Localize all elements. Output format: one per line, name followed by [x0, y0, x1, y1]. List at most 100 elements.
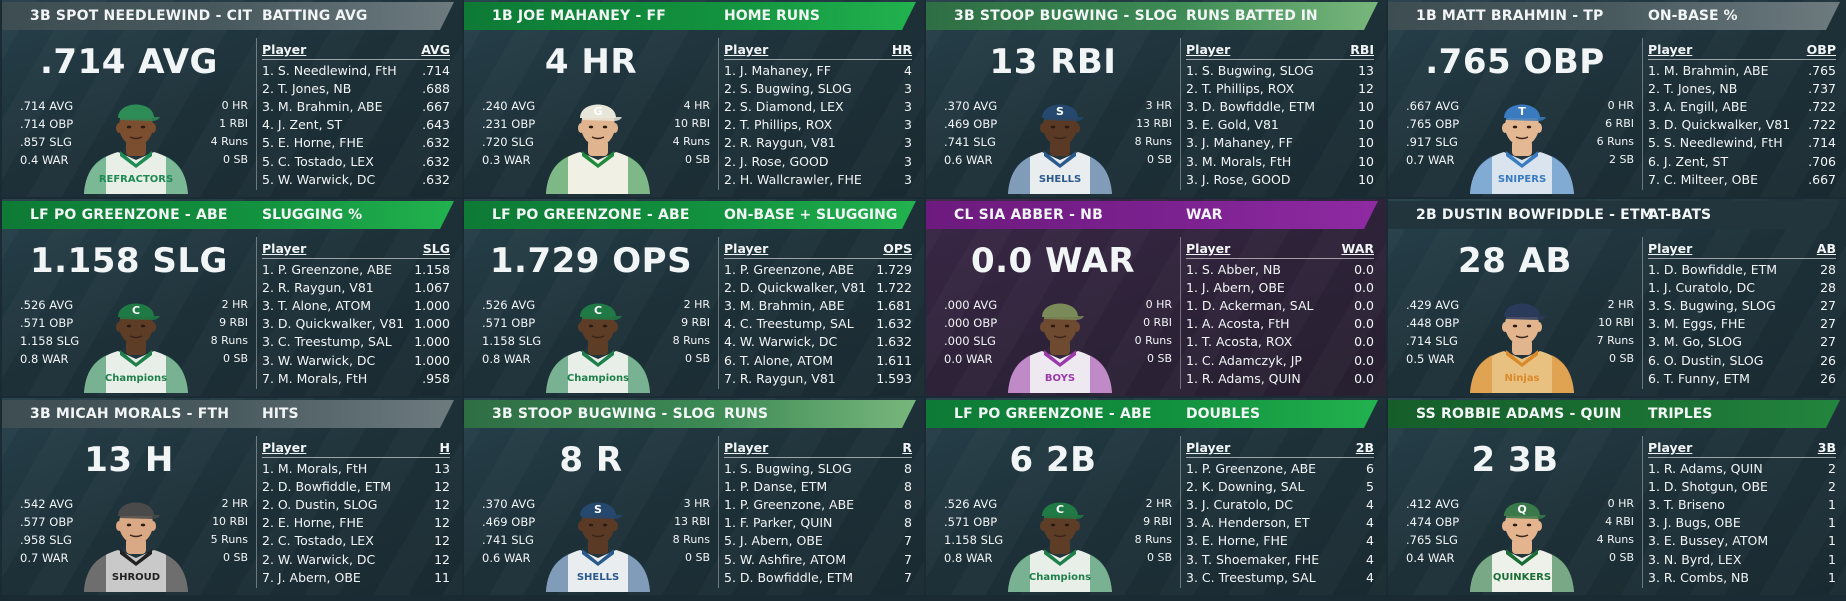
player-column-header[interactable]: Player — [262, 42, 307, 57]
leaderboard-row[interactable]: 2. D. Bowfiddle, ETM 12 — [262, 478, 450, 496]
leaderboard-row[interactable]: 4. W. Warwick, DC 1.632 — [724, 333, 912, 351]
player-column-header[interactable]: Player — [724, 42, 769, 57]
leader-card[interactable]: 3B STOOP BUGWING - SLOG RUNS BATTED IN 13 … — [926, 0, 1386, 197]
leaderboard-row[interactable]: 7. C. Milteer, OBE .667 — [1648, 171, 1836, 189]
leaderboard-row[interactable]: 1. P. Danse, ETM 8 — [724, 478, 912, 496]
leaderboard-row[interactable]: 1. P. Greenzone, ABE 6 — [1186, 460, 1374, 478]
leaderboard-row[interactable]: 3. N. Byrd, LEX 1 — [1648, 551, 1836, 569]
stat-column-header[interactable]: OBP — [1806, 42, 1836, 57]
leaderboard-row[interactable]: 7. M. Morals, FtH .958 — [262, 370, 450, 388]
leaderboard-row[interactable]: 1. P. Greenzone, ABE 1.729 — [724, 261, 912, 279]
leader-card[interactable]: LF PO GREENZONE - ABE SLUGGING % 1.158 SLG… — [2, 199, 462, 396]
leaderboard-row[interactable]: 3. E. Horne, FHE 4 — [1186, 532, 1374, 550]
leaderboard-row[interactable]: 3. T. Briseno 1 — [1648, 496, 1836, 514]
leaderboard-row[interactable]: 1. R. Adams, QUIN 2 — [1648, 460, 1836, 478]
player-column-header[interactable]: Player — [724, 440, 769, 455]
leaderboard-row[interactable]: 5. C. Tostado, LEX .632 — [262, 153, 450, 171]
leaderboard-row[interactable]: 7. R. Raygun, V81 1.593 — [724, 370, 912, 388]
leaderboard-row[interactable]: 1. P. Greenzone, ABE 8 — [724, 496, 912, 514]
leaderboard-row[interactable]: 1. S. Abber, NB 0.0 — [1186, 261, 1374, 279]
leader-card[interactable]: LF PO GREENZONE - ABE ON-BASE + SLUGGING 1… — [464, 199, 924, 396]
leaderboard-row[interactable]: 6. O. Dustin, SLOG 26 — [1648, 352, 1836, 370]
leaderboard-row[interactable]: 2. O. Dustin, SLOG 12 — [262, 496, 450, 514]
leaderboard-row[interactable]: 2. D. Quickwalker, V81 1.722 — [724, 279, 912, 297]
leaderboard-row[interactable]: 2. W. Warwick, DC 12 — [262, 551, 450, 569]
stat-column-header[interactable]: HR — [891, 42, 912, 57]
player-column-header[interactable]: Player — [724, 241, 769, 256]
leaderboard-row[interactable]: 1. D. Ackerman, SAL 0.0 — [1186, 297, 1374, 315]
stat-column-header[interactable]: 2B — [1355, 440, 1374, 455]
leaderboard-row[interactable]: 5. W. Warwick, DC .632 — [262, 171, 450, 189]
leaderboard-row[interactable]: 1. J. Abern, OBE 0.0 — [1186, 279, 1374, 297]
leaderboard-row[interactable]: 2. R. Raygun, V81 3 — [724, 134, 912, 152]
leaderboard-row[interactable]: 2. T. Phillips, ROX 3 — [724, 116, 912, 134]
leaderboard-row[interactable]: 3. W. Warwick, DC 1.000 — [262, 352, 450, 370]
leaderboard-row[interactable]: 1. M. Morals, FtH 13 — [262, 460, 450, 478]
leader-card[interactable]: 3B STOOP BUGWING - SLOG RUNS 8 R S SHELLS .37… — [464, 398, 924, 595]
leaderboard-row[interactable]: 1. J. Mahaney, FF 4 — [724, 62, 912, 80]
leaderboard-row[interactable]: 6. T. Alone, ATOM 1.611 — [724, 352, 912, 370]
leaderboard-row[interactable]: 3. J. Curatolo, DC 4 — [1186, 496, 1374, 514]
leaderboard-row[interactable]: 1. C. Adamczyk, JP 0.0 — [1186, 352, 1374, 370]
leaderboard-row[interactable]: 3. M. Go, SLOG 27 — [1648, 333, 1836, 351]
leaderboard-row[interactable]: 2. C. Tostado, LEX 12 — [262, 532, 450, 550]
leaderboard-row[interactable]: 3. M. Brahmin, ABE .667 — [262, 98, 450, 116]
leaderboard-row[interactable]: 3. T. Alone, ATOM 1.000 — [262, 297, 450, 315]
leaderboard-row[interactable]: 3. S. Bugwing, SLOG 27 — [1648, 297, 1836, 315]
leaderboard-row[interactable]: 7. J. Abern, OBE 11 — [262, 569, 450, 587]
stat-column-header[interactable]: AVG — [421, 42, 450, 57]
leaderboard-row[interactable]: 5. S. Needlewind, FtH .714 — [1648, 134, 1836, 152]
leaderboard-row[interactable]: 2. H. Wallcrawler, FHE 3 — [724, 171, 912, 189]
leaderboard-row[interactable]: 3. J. Rose, GOOD 10 — [1186, 171, 1374, 189]
player-column-header[interactable]: Player — [1186, 42, 1231, 57]
stat-column-header[interactable]: R — [902, 440, 912, 455]
leaderboard-row[interactable]: 1. S. Needlewind, FtH .714 — [262, 62, 450, 80]
player-column-header[interactable]: Player — [1186, 241, 1231, 256]
leaderboard-row[interactable]: 1. S. Bugwing, SLOG 13 — [1186, 62, 1374, 80]
leader-card[interactable]: 2B DUSTIN BOWFIDDLE - ETM AT-BATS 28 AB Nin… — [1388, 199, 1846, 396]
leaderboard-row[interactable]: 5. E. Horne, FHE .632 — [262, 134, 450, 152]
stat-column-header[interactable]: H — [439, 440, 450, 455]
leaderboard-row[interactable]: 6. J. Zent, ST .706 — [1648, 153, 1836, 171]
leaderboard-row[interactable]: 5. W. Ashfire, ATOM 7 — [724, 551, 912, 569]
leaderboard-row[interactable]: 1. S. Bugwing, SLOG 8 — [724, 460, 912, 478]
stat-column-header[interactable]: 3B — [1817, 440, 1836, 455]
leaderboard-row[interactable]: 6. T. Funny, ETM 26 — [1648, 370, 1836, 388]
leaderboard-row[interactable]: 3. M. Eggs, FHE 27 — [1648, 315, 1836, 333]
leaderboard-row[interactable]: 1. D. Shotgun, OBE 2 — [1648, 478, 1836, 496]
player-column-header[interactable]: Player — [1648, 241, 1693, 256]
player-column-header[interactable]: Player — [1648, 440, 1693, 455]
stat-column-header[interactable]: RBI — [1350, 42, 1374, 57]
leaderboard-row[interactable]: 1. F. Parker, QUIN 8 — [724, 514, 912, 532]
leaderboard-row[interactable]: 3. C. Treestump, SAL 1.000 — [262, 333, 450, 351]
player-column-header[interactable]: Player — [262, 241, 307, 256]
leader-card[interactable]: LF PO GREENZONE - ABE DOUBLES 6 2B C Champio… — [926, 398, 1386, 595]
leaderboard-row[interactable]: 2. E. Horne, FHE 12 — [262, 514, 450, 532]
leaderboard-row[interactable]: 2. J. Rose, GOOD 3 — [724, 153, 912, 171]
leader-card[interactable]: 1B MATT BRAHMIN - TP ON-BASE % .765 OBP T SN… — [1388, 0, 1846, 197]
player-column-header[interactable]: Player — [1648, 42, 1693, 57]
leaderboard-row[interactable]: 2. K. Downing, SAL 5 — [1186, 478, 1374, 496]
leaderboard-row[interactable]: 3. A. Engill, ABE .722 — [1648, 98, 1836, 116]
leaderboard-row[interactable]: 3. M. Morals, FtH 10 — [1186, 153, 1374, 171]
stat-column-header[interactable]: OPS — [883, 241, 912, 256]
leaderboard-row[interactable]: 3. D. Bowfiddle, ETM 10 — [1186, 98, 1374, 116]
stat-column-header[interactable]: SLG — [422, 241, 450, 256]
leaderboard-row[interactable]: 2. R. Raygun, V81 1.067 — [262, 279, 450, 297]
leaderboard-row[interactable]: 1. D. Bowfiddle, ETM 28 — [1648, 261, 1836, 279]
player-column-header[interactable]: Player — [262, 440, 307, 455]
leaderboard-row[interactable]: 2. S. Diamond, LEX 3 — [724, 98, 912, 116]
leaderboard-row[interactable]: 2. T. Jones, NB .688 — [262, 80, 450, 98]
leaderboard-row[interactable]: 2. S. Bugwing, SLOG 3 — [724, 80, 912, 98]
leaderboard-row[interactable]: 3. M. Brahmin, ABE 1.681 — [724, 297, 912, 315]
stat-column-header[interactable]: AB — [1816, 241, 1836, 256]
leaderboard-row[interactable]: 3. D. Quickwalker, V81 1.000 — [262, 315, 450, 333]
leaderboard-row[interactable]: 1. T. Acosta, ROX 0.0 — [1186, 333, 1374, 351]
leaderboard-row[interactable]: 2. T. Jones, NB .737 — [1648, 80, 1836, 98]
leaderboard-row[interactable]: 1. M. Brahmin, ABE .765 — [1648, 62, 1836, 80]
leader-card[interactable]: SS ROBBIE ADAMS - QUIN TRIPLES 2 3B Q QUINKE… — [1388, 398, 1846, 595]
leaderboard-row[interactable]: 2. T. Phillips, ROX 12 — [1186, 80, 1374, 98]
player-column-header[interactable]: Player — [1186, 440, 1231, 455]
leaderboard-row[interactable]: 3. D. Quickwalker, V81 .722 — [1648, 116, 1836, 134]
leaderboard-row[interactable]: 5. D. Bowfiddle, ETM 7 — [724, 569, 912, 587]
